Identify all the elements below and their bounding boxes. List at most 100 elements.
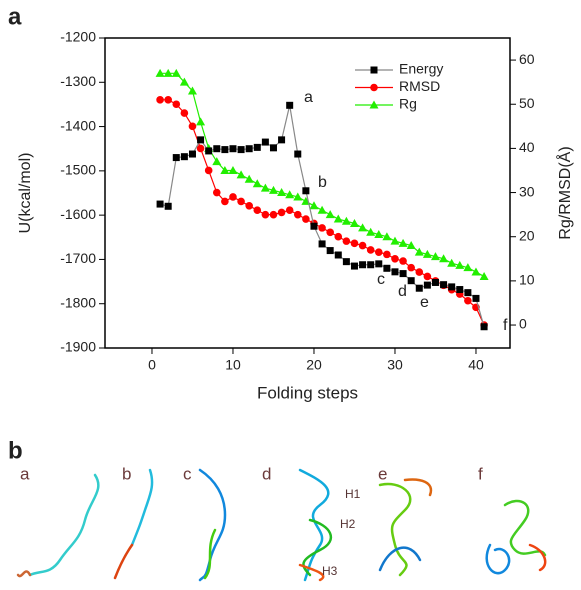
data-point	[440, 281, 448, 289]
data-point	[205, 147, 213, 155]
data-point	[455, 260, 465, 269]
data-point	[374, 230, 384, 239]
data-point	[414, 247, 424, 256]
data-point	[285, 190, 295, 199]
x-tick-label: 30	[387, 357, 403, 373]
y2-tick-label: 0	[519, 316, 527, 332]
data-point	[398, 238, 408, 247]
legend-marker	[370, 83, 378, 92]
data-point	[310, 222, 318, 230]
data-point	[463, 263, 473, 272]
data-point	[172, 100, 181, 109]
data-point	[171, 68, 181, 77]
data-point	[196, 144, 205, 153]
helix-label: H1	[345, 487, 361, 501]
data-point	[156, 96, 164, 104]
data-point	[415, 284, 423, 292]
data-point	[342, 237, 351, 245]
data-point	[334, 232, 343, 241]
y-tick-label: -1500	[60, 162, 96, 178]
annotation: a	[304, 89, 313, 106]
data-point	[156, 200, 164, 208]
data-point	[472, 294, 480, 302]
data-point	[293, 210, 302, 219]
data-point	[350, 262, 358, 270]
y-tick-label: -1600	[60, 206, 96, 222]
data-point	[229, 145, 237, 153]
data-point	[391, 254, 399, 263]
y-axis-label: U(kcal/mol)	[17, 153, 34, 234]
data-point	[342, 258, 350, 266]
x-tick-label: 20	[306, 357, 322, 373]
data-point	[252, 179, 262, 188]
y-tick-label: -1800	[60, 294, 96, 310]
data-point	[179, 77, 189, 86]
data-point	[464, 296, 472, 305]
y2-tick-label: 60	[519, 51, 535, 67]
data-point	[358, 241, 367, 250]
y2-tick-label: 50	[519, 95, 535, 111]
data-point	[383, 250, 391, 259]
data-point	[188, 150, 196, 158]
annotation: f	[503, 317, 508, 334]
data-point	[374, 248, 383, 256]
structure-label: a	[20, 464, 30, 483]
data-point	[261, 138, 269, 146]
data-point	[221, 197, 229, 206]
annotation: c	[377, 271, 385, 288]
data-point	[278, 136, 286, 144]
protein-structures	[16, 468, 547, 582]
annotation: b	[318, 174, 327, 191]
data-point	[358, 223, 368, 232]
data-point	[261, 210, 270, 219]
y2-tick-label: 20	[519, 227, 535, 243]
x-tick-label: 40	[468, 357, 484, 373]
data-point	[479, 271, 489, 280]
y2-tick-label: 10	[519, 272, 535, 288]
y-tick-label: -1900	[60, 339, 96, 355]
data-point	[383, 264, 391, 272]
data-point	[269, 144, 277, 152]
y-tick-label: -1200	[60, 29, 96, 45]
data-point	[229, 193, 237, 201]
data-point	[163, 68, 173, 77]
data-point	[260, 183, 270, 192]
data-point	[277, 208, 286, 217]
x-tick-label: 10	[225, 357, 241, 373]
annotation: e	[420, 294, 429, 311]
data-point	[399, 257, 407, 265]
structure-label: c	[183, 464, 192, 483]
data-point	[286, 101, 294, 109]
data-point	[302, 215, 310, 223]
data-point	[204, 166, 213, 175]
y-tick-label: -1700	[60, 250, 96, 266]
data-point	[367, 261, 375, 269]
x-axis-label: Folding steps	[257, 383, 358, 402]
data-point	[407, 263, 415, 272]
structure-label: f	[478, 464, 483, 483]
data-point	[293, 192, 303, 201]
data-point	[366, 246, 375, 254]
data-point	[237, 146, 245, 154]
y2-tick-label: 30	[519, 183, 535, 199]
data-point	[196, 117, 206, 126]
data-point	[439, 254, 449, 263]
data-point	[423, 281, 431, 289]
data-point	[407, 277, 415, 285]
legend-label: RMSD	[399, 78, 440, 94]
legend-label: Rg	[399, 96, 417, 112]
data-point	[415, 268, 424, 276]
data-point	[253, 206, 262, 215]
series-line	[159, 105, 485, 327]
data-point	[180, 153, 188, 161]
data-point	[213, 145, 221, 153]
data-point	[172, 154, 180, 162]
data-point	[309, 201, 319, 210]
helix-label: H2	[340, 517, 356, 531]
data-point	[464, 289, 472, 297]
data-point	[341, 216, 351, 225]
data-point	[326, 228, 334, 237]
data-point	[423, 272, 432, 281]
data-point	[268, 185, 278, 194]
data-point	[228, 165, 238, 174]
